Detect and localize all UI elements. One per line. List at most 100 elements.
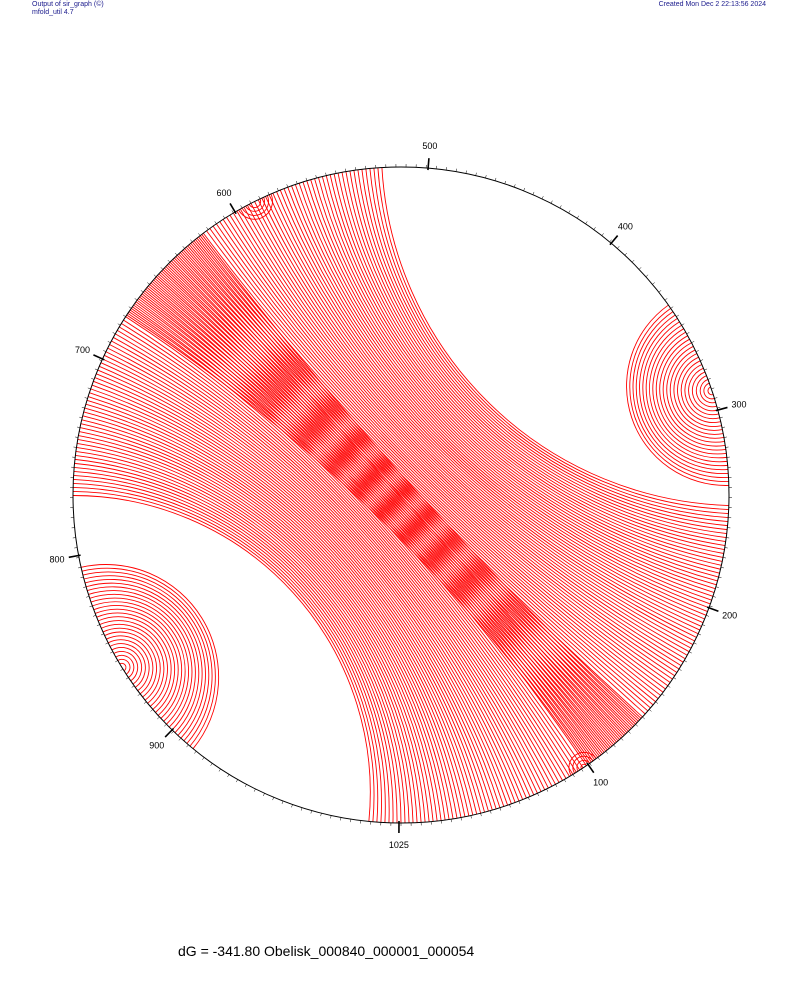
base-pair-arc	[96, 373, 493, 811]
minor-tick	[94, 368, 98, 371]
minor-tick	[714, 397, 718, 399]
base-pair-arc	[337, 173, 725, 550]
minor-tick	[218, 768, 221, 772]
minor-tick	[174, 252, 178, 256]
base-pair-arc	[298, 183, 716, 590]
base-pair-arc	[632, 311, 729, 478]
base-pair-arc	[92, 601, 186, 722]
base-pair-arc	[84, 578, 206, 739]
base-pair-arc	[90, 388, 478, 815]
minor-tick	[698, 633, 702, 636]
minor-tick	[120, 668, 124, 671]
base-pair-arc	[91, 384, 482, 814]
base-pair-arc	[85, 403, 462, 818]
minor-tick	[480, 813, 482, 817]
minor-tick	[593, 227, 596, 230]
base-pair-arc	[94, 377, 489, 812]
base-pair-arc	[673, 353, 723, 431]
minor-tick	[691, 341, 695, 343]
base-pair-arcs	[72, 167, 729, 824]
minor-tick	[605, 751, 608, 754]
minor-tick	[652, 282, 655, 285]
minor-tick	[642, 716, 645, 720]
minor-tick	[89, 605, 93, 608]
base-pair-arc	[178, 253, 649, 712]
base-pair-arc	[276, 191, 708, 612]
minor-tick	[645, 274, 649, 277]
minor-tick	[115, 660, 118, 663]
position-label-400: 400	[618, 221, 633, 231]
minor-tick	[613, 744, 616, 748]
base-pair-arc	[141, 293, 577, 773]
minor-tick	[100, 633, 104, 636]
minor-tick	[171, 731, 174, 734]
base-pair-arc	[81, 567, 216, 747]
base-pair-arc	[113, 651, 139, 682]
base-pair-arc	[101, 624, 165, 704]
base-pair-arc	[164, 267, 635, 726]
minor-tick	[689, 651, 692, 654]
minor-tick	[513, 184, 516, 188]
major-tick-600	[229, 203, 237, 215]
minor-tick	[272, 797, 274, 801]
base-pair-arc	[157, 274, 597, 759]
base-pair-arc	[138, 298, 605, 753]
base-pair-arc	[652, 331, 727, 455]
base-pair-arc	[107, 347, 520, 802]
base-pair-arc	[707, 386, 714, 396]
base-pair-arc	[187, 245, 656, 703]
created-line: Created Mon Dec 2 22:13:56 2024	[658, 1, 766, 8]
base-pair-arc	[89, 593, 193, 728]
base-pair-arc	[140, 295, 608, 751]
base-pair-arc	[188, 244, 631, 731]
base-pair-arc	[193, 240, 661, 696]
base-pair-arc	[139, 296, 574, 775]
base-pair-arc	[75, 450, 414, 823]
base-pair-arc	[82, 415, 450, 820]
minor-tick	[75, 436, 79, 438]
base-pair-arc	[119, 662, 127, 672]
position-label-1025: 1025	[389, 840, 409, 850]
minor-tick	[585, 221, 588, 224]
base-pair-arc	[626, 304, 729, 486]
base-pair-arc	[166, 264, 638, 724]
minor-tick	[499, 807, 502, 811]
minor-tick	[310, 810, 312, 814]
base-pair-arc	[580, 763, 587, 770]
base-pair-arc	[150, 282, 620, 740]
base-pair-arc	[106, 635, 154, 695]
base-pair-arc	[695, 375, 717, 408]
minor-tick	[541, 196, 544, 199]
base-pair-arc	[341, 172, 726, 547]
base-pair-arc	[216, 223, 678, 673]
minor-tick	[98, 359, 102, 362]
base-pair-arc	[136, 299, 570, 777]
base-pair-arc	[699, 378, 716, 404]
minor-tick	[721, 426, 725, 428]
base-pair-arc	[90, 597, 189, 725]
base-pair-arc	[176, 254, 619, 742]
base-pair-arc	[184, 248, 654, 706]
minor-tick	[137, 693, 141, 696]
base-pair-arc	[134, 303, 567, 779]
base-pair-arc	[132, 306, 563, 781]
minor-tick	[494, 177, 497, 181]
base-pair-arc	[115, 654, 135, 678]
minor-tick	[160, 267, 164, 270]
minor-tick	[722, 557, 726, 559]
minor-tick	[147, 282, 150, 285]
minor-tick	[537, 793, 539, 797]
position-label-200: 200	[722, 610, 737, 620]
minor-tick	[718, 576, 722, 579]
base-pair-arc	[81, 419, 446, 821]
base-pair-arc	[226, 217, 684, 663]
base-pair-arc	[99, 620, 168, 707]
base-pair-arc	[294, 184, 715, 593]
minor-tick	[667, 685, 671, 688]
base-pair-arc	[97, 616, 172, 710]
base-pair-arc	[165, 266, 607, 752]
base-pair-arc	[201, 234, 642, 719]
base-pair-arc	[306, 180, 718, 582]
base-pair-arc	[73, 491, 375, 822]
